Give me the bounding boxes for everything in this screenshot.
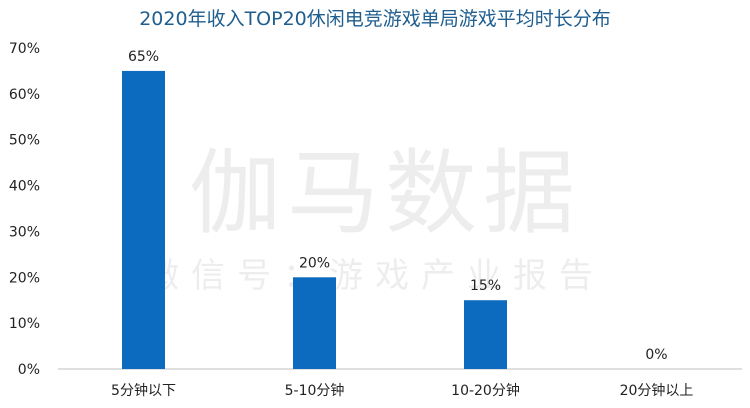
y-tick-label: 40% <box>9 179 40 195</box>
data-label: 20% <box>299 255 330 271</box>
y-tick-label: 20% <box>9 270 40 286</box>
data-label: 15% <box>470 278 501 294</box>
data-label: 65% <box>128 49 159 65</box>
x-category-label: 20分钟以上 <box>620 382 694 399</box>
x-category-label: 5-10分钟 <box>285 382 345 399</box>
bar <box>122 70 165 369</box>
y-tick-label: 30% <box>9 224 40 240</box>
bars <box>122 70 507 369</box>
bar <box>464 300 507 369</box>
bar <box>293 277 336 369</box>
watermark-subtitle: 微信号：游戏产业报告 <box>145 256 605 296</box>
y-tick-label: 70% <box>9 41 40 57</box>
watermark-brand: 伽马数据 <box>189 140 581 247</box>
data-label: 0% <box>645 347 667 363</box>
x-axis-categories: 5分钟以下 5-10分钟 10-20分钟 20分钟以上 <box>111 382 693 399</box>
y-tick-label: 0% <box>18 362 40 378</box>
x-category-label: 10-20分钟 <box>451 382 520 399</box>
data-labels: 65% 20% 15% 0% <box>128 49 668 363</box>
y-tick-label: 10% <box>9 316 40 332</box>
chart-title: 2020年收入TOP20休闲电竞游戏单局游戏平均时长分布 <box>139 8 611 30</box>
x-category-label: 5分钟以下 <box>111 382 176 399</box>
watermark: 伽马数据 微信号：游戏产业报告 <box>145 140 605 296</box>
y-tick-label: 60% <box>9 87 40 103</box>
y-axis: 0% 10% 20% 30% 40% 50% 60% 70% <box>9 41 40 378</box>
y-tick-label: 50% <box>9 133 40 149</box>
